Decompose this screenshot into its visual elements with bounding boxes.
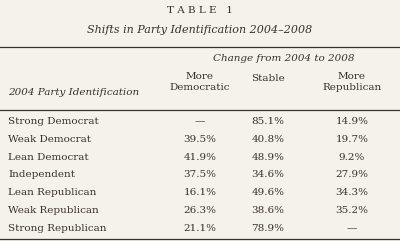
Text: 21.1%: 21.1% (184, 224, 216, 233)
Text: —: — (347, 224, 357, 233)
Text: 2004 Party Identification: 2004 Party Identification (8, 88, 139, 97)
Text: 41.9%: 41.9% (184, 153, 216, 161)
Text: 34.3%: 34.3% (336, 188, 368, 197)
Text: 26.3%: 26.3% (184, 206, 216, 215)
Text: 49.6%: 49.6% (252, 188, 284, 197)
Text: Strong Democrat: Strong Democrat (8, 117, 99, 126)
Text: —: — (195, 117, 205, 126)
Text: 48.9%: 48.9% (252, 153, 284, 161)
Text: 16.1%: 16.1% (184, 188, 216, 197)
Text: Strong Republican: Strong Republican (8, 224, 106, 233)
Text: More
Republican: More Republican (322, 72, 382, 92)
Text: 38.6%: 38.6% (252, 206, 284, 215)
Text: Shifts in Party Identification 2004–2008: Shifts in Party Identification 2004–2008 (87, 25, 313, 35)
Text: More
Democratic: More Democratic (170, 72, 230, 92)
Text: Weak Republican: Weak Republican (8, 206, 99, 215)
Text: T A B L E   1: T A B L E 1 (167, 6, 233, 15)
Text: 14.9%: 14.9% (336, 117, 368, 126)
Text: 34.6%: 34.6% (252, 170, 284, 179)
Text: Change from 2004 to 2008: Change from 2004 to 2008 (213, 54, 355, 63)
Text: 78.9%: 78.9% (252, 224, 284, 233)
Text: 40.8%: 40.8% (252, 135, 284, 144)
Text: Stable: Stable (251, 74, 285, 82)
Text: Independent: Independent (8, 170, 75, 179)
Text: Weak Democrat: Weak Democrat (8, 135, 91, 144)
Text: Lean Democrat: Lean Democrat (8, 153, 89, 161)
Text: 35.2%: 35.2% (336, 206, 368, 215)
Text: 85.1%: 85.1% (252, 117, 284, 126)
Text: 37.5%: 37.5% (184, 170, 216, 179)
Text: 19.7%: 19.7% (336, 135, 368, 144)
Text: 39.5%: 39.5% (184, 135, 216, 144)
Text: Lean Republican: Lean Republican (8, 188, 96, 197)
Text: 27.9%: 27.9% (336, 170, 368, 179)
Text: 9.2%: 9.2% (339, 153, 365, 161)
